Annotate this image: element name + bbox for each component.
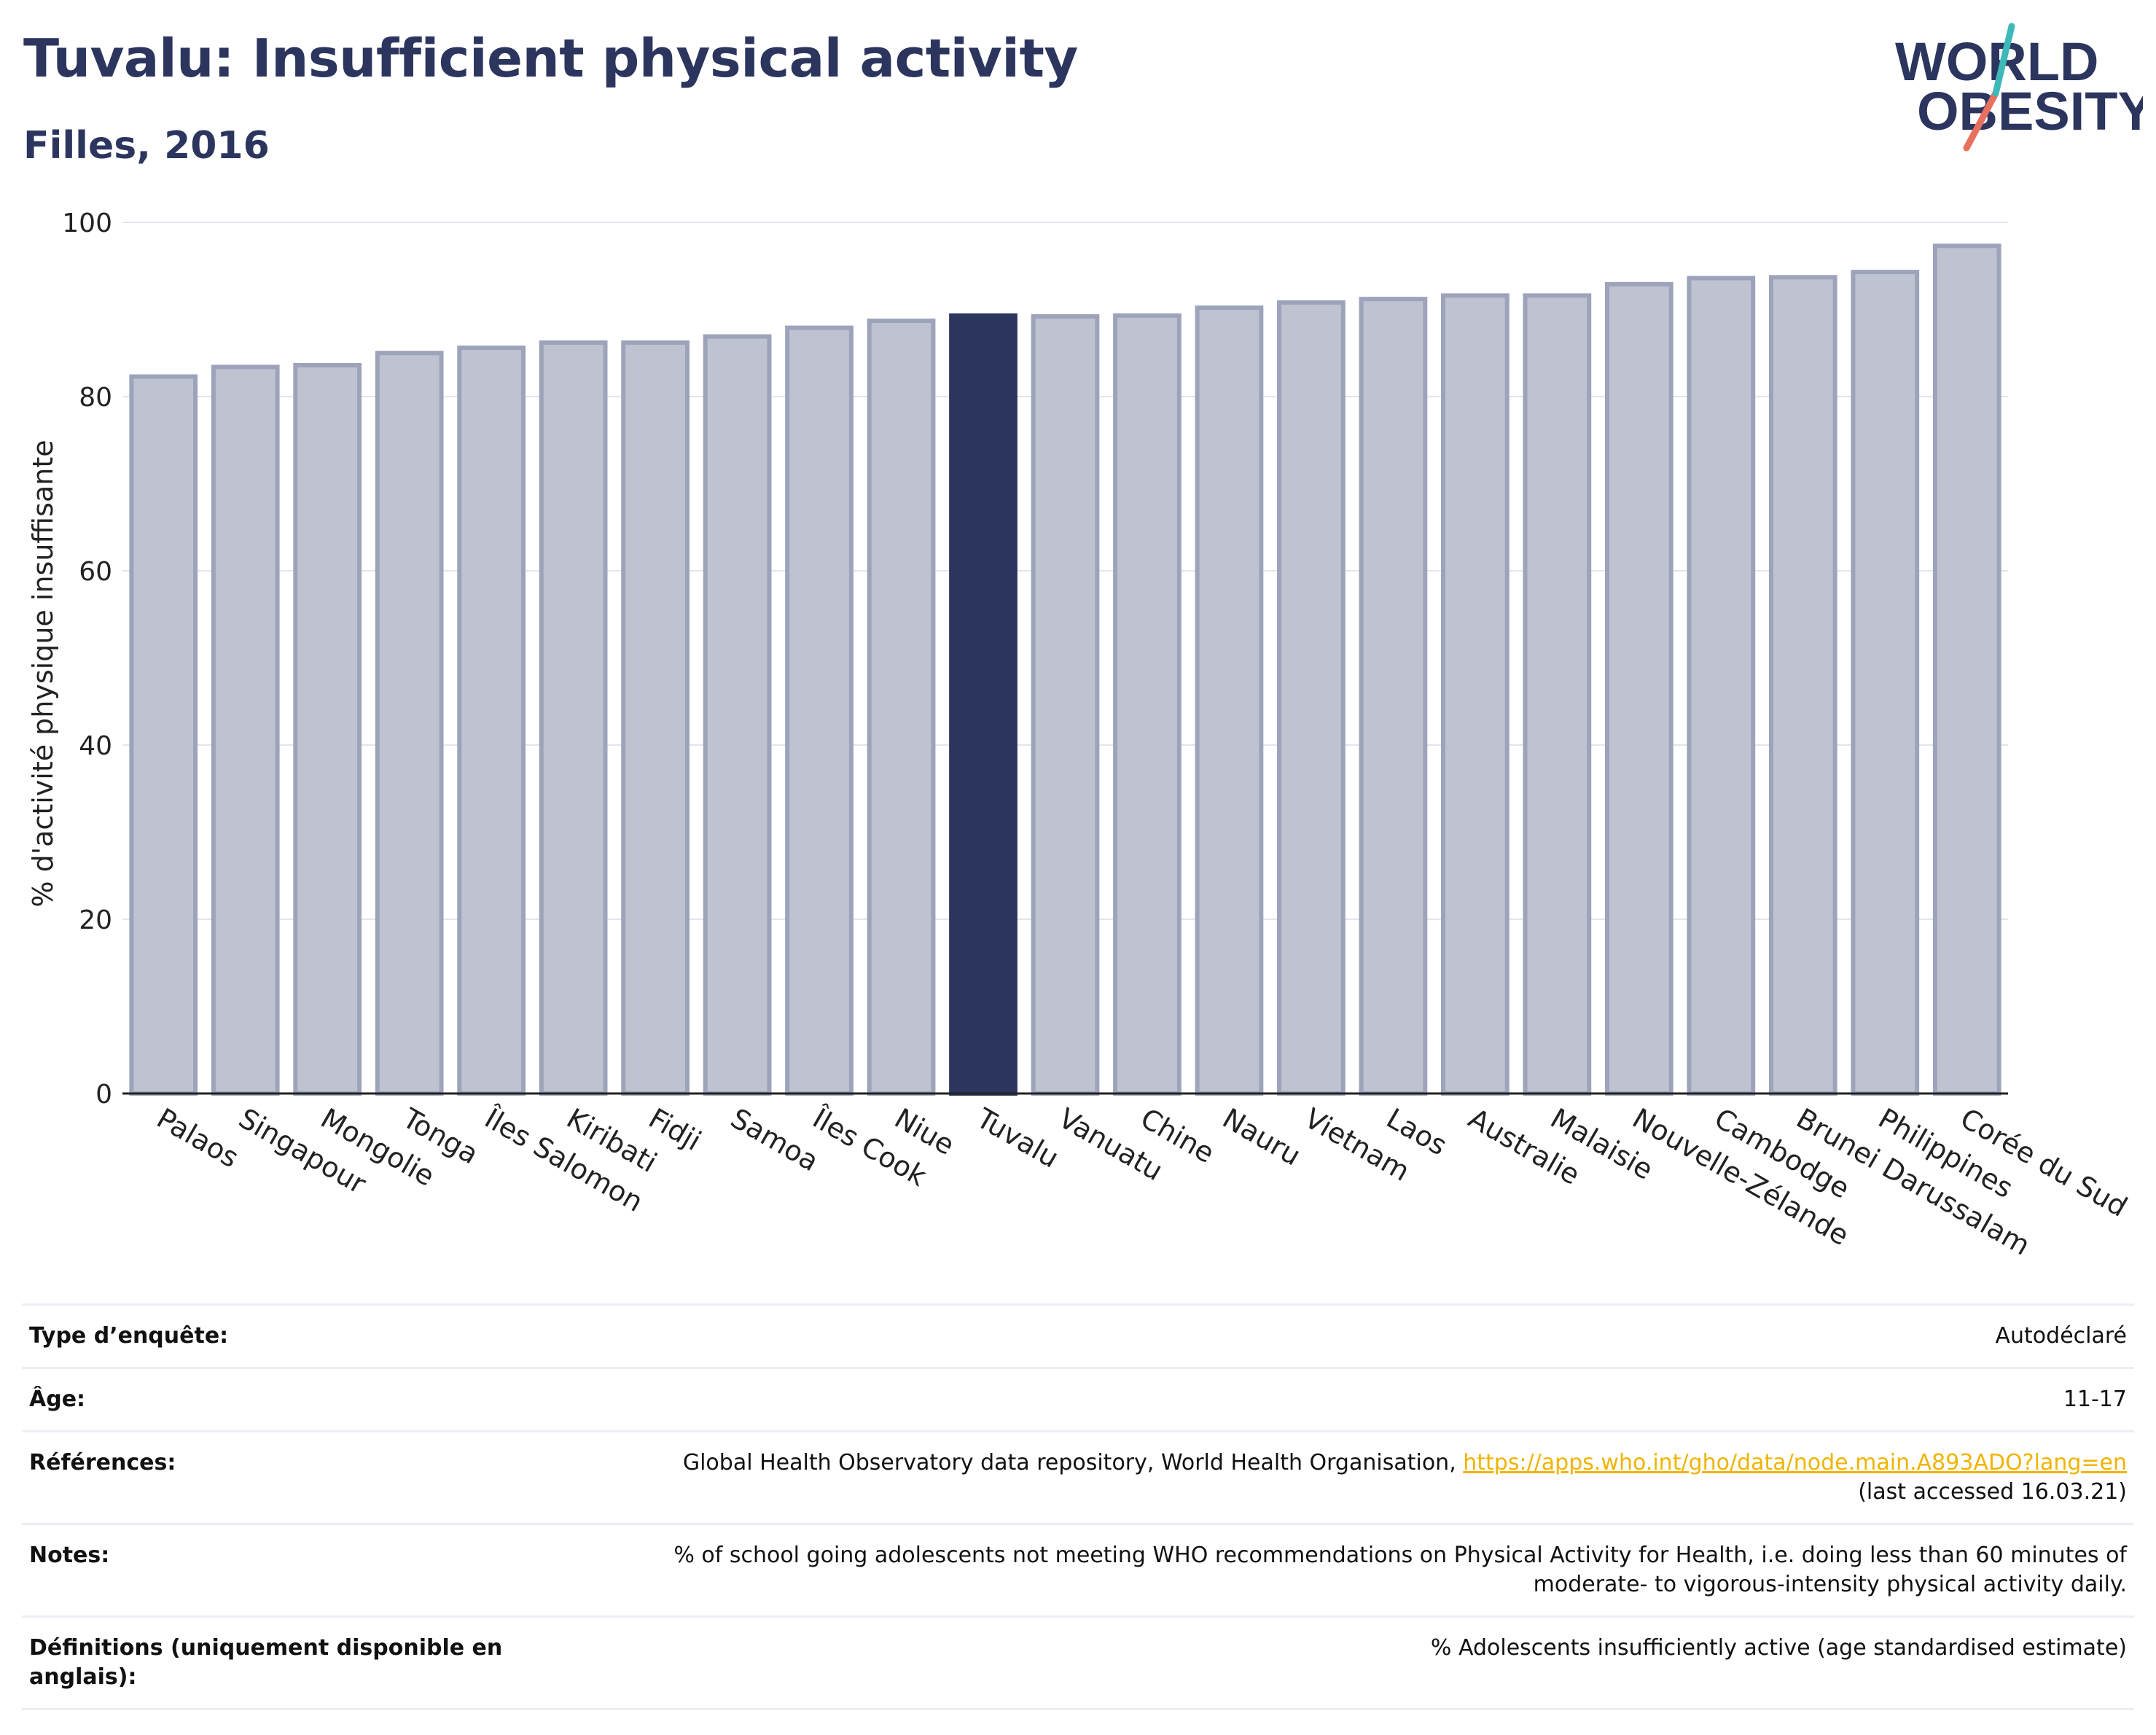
x-tick-label: Tuvalu: [971, 1102, 1064, 1174]
y-tick-label: 80: [79, 383, 112, 413]
notes-line-2: moderate- to vigorous-intensity physical…: [1533, 1572, 2127, 1597]
bar-nouvelle-z-lande: [1604, 281, 1673, 1096]
references-text: Global Health Observatory data repositor…: [682, 1450, 1464, 1475]
bar-philippines: [1851, 270, 1920, 1096]
bar-chart: 020406080100PalaosSingapourMongolieTonga…: [27, 208, 2133, 1262]
age-row: Âge: 11-17: [22, 1367, 2134, 1432]
age-value: 11-17: [517, 1367, 2134, 1432]
bar-palaos: [129, 374, 198, 1096]
survey-type-row: Type d’enquête: Autodéclaré: [22, 1303, 2134, 1368]
bar-vietnam: [1277, 300, 1345, 1096]
bar-niue: [867, 319, 936, 1096]
bar-vanuatu: [1031, 314, 1100, 1096]
bar-australie: [1441, 293, 1509, 1096]
bar-laos: [1359, 297, 1428, 1096]
y-tick-label: 20: [79, 905, 112, 935]
age-label: Âge:: [22, 1367, 517, 1432]
bar-chine: [1113, 313, 1181, 1096]
references-accessed: (last accessed 16.03.21): [1858, 1479, 2127, 1505]
y-tick-label: 100: [62, 208, 112, 238]
bar-fidji: [621, 340, 690, 1096]
references-row: Références: Global Health Observatory da…: [22, 1430, 2134, 1524]
notes-label: Notes:: [22, 1523, 517, 1617]
definitions-value: % Adolescents insufficiently active (age…: [517, 1615, 2134, 1710]
x-tick-label: Palaos: [152, 1102, 244, 1174]
bar-nauru: [1195, 305, 1264, 1096]
notes-row: Notes: % of school going adolescents not…: [22, 1523, 2134, 1617]
definitions-label: Définitions (uniquement disponible en an…: [22, 1615, 517, 1710]
definitions-row: Définitions (uniquement disponible en an…: [22, 1615, 2134, 1710]
y-axis-label: % d'activité physique insuffisante: [27, 440, 59, 907]
survey-type-value: Autodéclaré: [517, 1303, 2134, 1368]
bar-samoa: [703, 334, 772, 1096]
bar-malaisie: [1523, 293, 1592, 1096]
x-tick-label: Samoa: [725, 1102, 824, 1178]
x-tick-label: Nauru: [1217, 1102, 1306, 1172]
notes-line-1: % of school going adolescents not meetin…: [673, 1543, 2127, 1568]
chart-subtitle: Filles, 2016: [23, 124, 270, 168]
y-tick-label: 0: [95, 1080, 112, 1110]
chart-title: Tuvalu: Insufficient physical activity: [23, 28, 1078, 89]
logo-line2: OBESITY: [1917, 81, 2143, 141]
bar-mongolie: [293, 362, 362, 1096]
survey-type-label: Type d’enquête:: [22, 1303, 517, 1368]
bar-singapour: [211, 364, 280, 1096]
bar-kiribati: [539, 340, 608, 1096]
bar-cor-e-du-sud: [1932, 243, 2001, 1096]
references-link[interactable]: https://apps.who.int/gho/data/node.main.…: [1463, 1450, 2127, 1475]
references-label: Références:: [22, 1430, 517, 1524]
bars: [129, 243, 2001, 1096]
bar-tuvalu: [949, 313, 1018, 1096]
bar--les-cook: [785, 325, 854, 1096]
y-tick-label: 40: [79, 731, 112, 761]
bar--les-salomon: [457, 346, 526, 1096]
info-table: Type d’enquête: Autodéclaré Âge: 11-17 R…: [22, 1303, 2134, 1710]
bar-brunei-darussalam: [1768, 275, 1837, 1096]
world-obesity-logo: WORLD OBESITY: [1895, 23, 2143, 152]
bar-cambodge: [1687, 276, 1756, 1096]
bar-tonga: [375, 351, 444, 1096]
y-tick-label: 60: [79, 557, 112, 587]
